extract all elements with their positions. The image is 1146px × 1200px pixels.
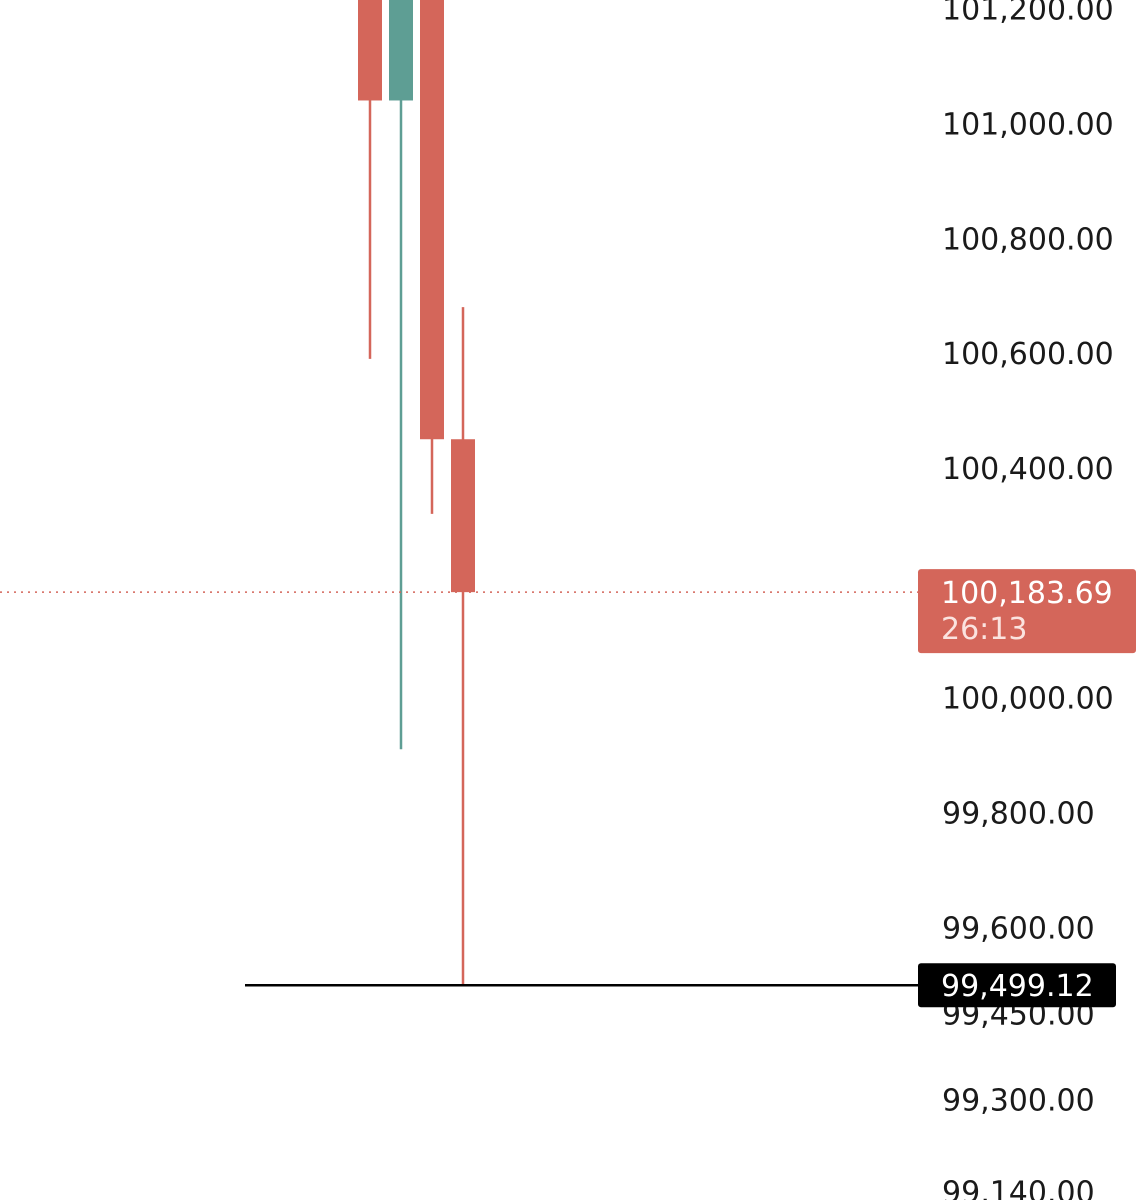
- y-tick-label: 100,000.00: [942, 682, 1114, 717]
- y-tick-label: 101,000.00: [942, 107, 1114, 142]
- horizontal-line-label: 99,499.12: [918, 963, 1116, 1008]
- y-tick-label: 100,600.00: [942, 337, 1114, 372]
- candles: [358, 0, 475, 986]
- candle-body: [358, 0, 382, 101]
- candle-body: [451, 439, 475, 593]
- candle-body: [389, 0, 413, 101]
- current-price-value: 100,183.69: [941, 576, 1113, 611]
- y-tick-label: 100,800.00: [942, 222, 1114, 257]
- y-tick-label: 99,600.00: [942, 911, 1095, 946]
- y-tick-label: 100,400.00: [942, 452, 1114, 487]
- y-tick-label: 99,300.00: [942, 1084, 1095, 1119]
- current-price-label-bg: [918, 569, 1136, 654]
- horizontal-line-value: 99,499.12: [941, 969, 1094, 1004]
- horizontal-line-label-bg: [918, 963, 1116, 1008]
- y-tick-label: 99,140.00: [942, 1175, 1095, 1200]
- y-tick-label: 99,800.00: [942, 796, 1095, 831]
- candle-countdown: 26:13: [941, 612, 1027, 647]
- current-price-label: 100,183.69 26:13: [918, 569, 1136, 654]
- candle-body: [420, 0, 444, 440]
- y-tick-label: 101,200.00: [942, 0, 1114, 28]
